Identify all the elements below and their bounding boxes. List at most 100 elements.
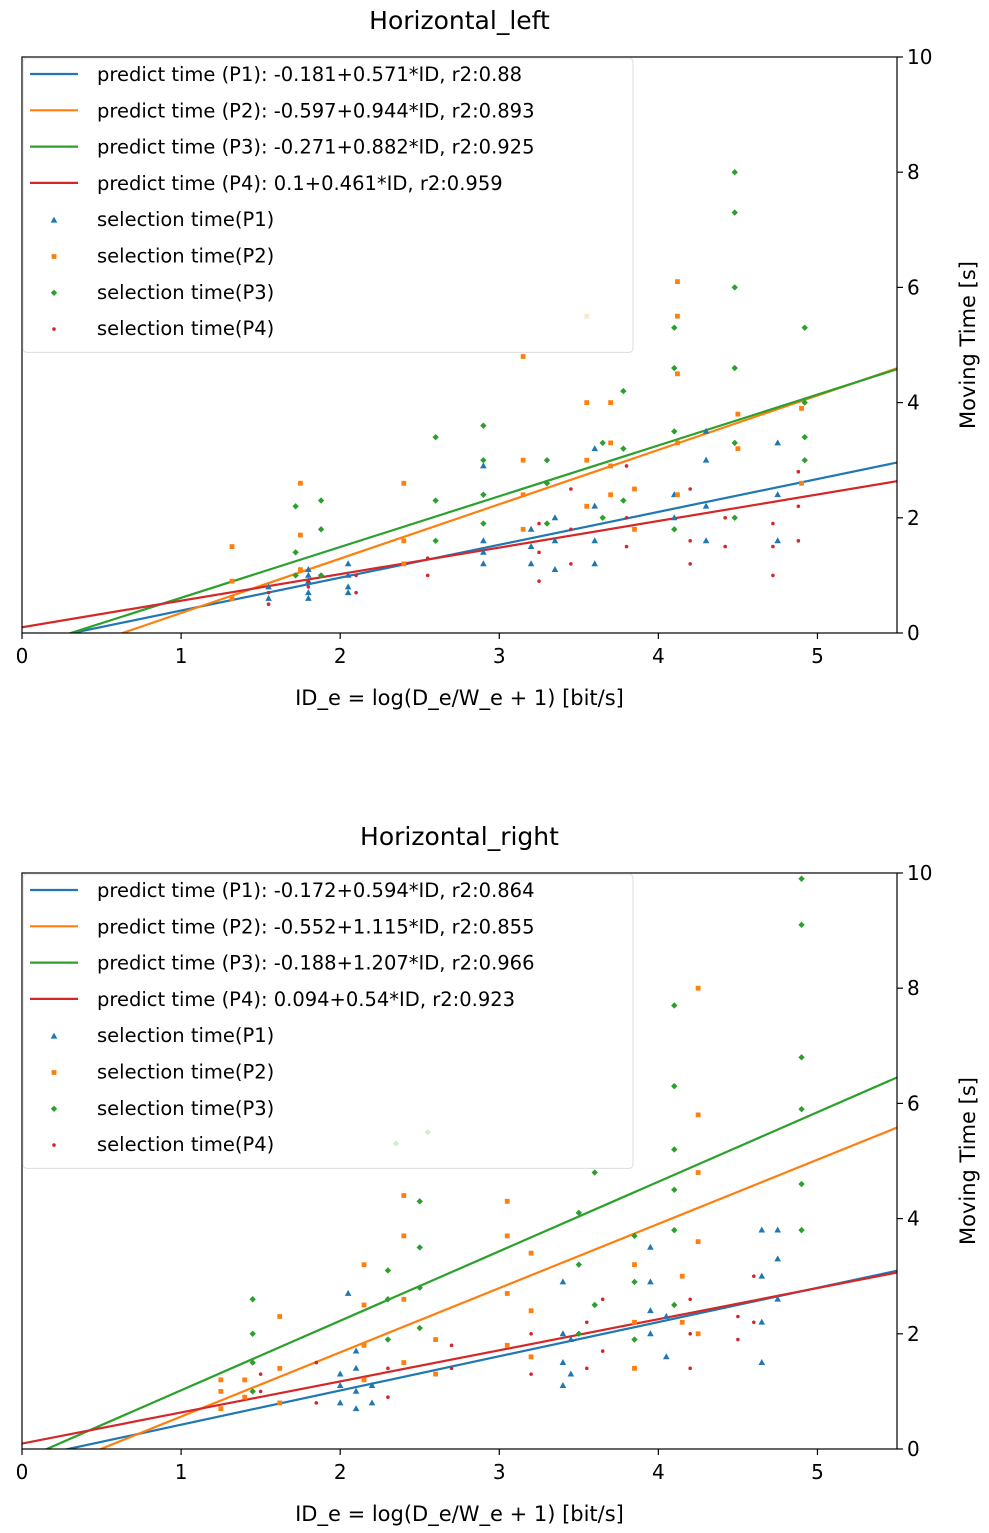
point [798,1180,805,1188]
x-tick-label: 2 [334,1460,347,1484]
point [624,544,629,549]
point [575,1209,583,1217]
point [528,1354,534,1360]
point [632,1319,637,1325]
point [647,1243,654,1250]
point [292,549,299,556]
fit-line [22,1271,897,1445]
point [801,399,808,406]
point [384,1296,392,1303]
point [401,1193,407,1198]
point [317,572,325,579]
legend-label: predict time (P3): -0.188+1.207*ID, r2:0… [97,952,534,975]
legend-label: predict time (P3): -0.271+0.882*ID, r2:0… [97,136,534,159]
point [591,537,599,544]
axes-frame [21,872,898,1450]
point [344,560,352,567]
point [591,1301,598,1309]
point [695,985,701,991]
point [218,1406,224,1412]
point [537,550,541,555]
y-tick-label: 0 [907,1437,920,1461]
point [801,324,808,331]
point [249,1330,256,1337]
point [504,1291,510,1296]
point [799,480,804,486]
point [50,289,58,296]
point [543,480,551,487]
legend-label: predict time (P4): 0.1+0.461*ID, r2:0.95… [97,172,503,195]
x-tick-label: 0 [16,644,29,668]
point [449,1343,454,1348]
point [336,1382,344,1389]
point [305,566,312,573]
point [735,446,741,452]
point [575,1261,583,1268]
point [344,571,352,578]
point [774,439,781,446]
legend-label: selection time(P2) [97,245,274,268]
point [758,1272,766,1279]
point [663,1312,670,1319]
point [401,538,407,544]
point [50,1032,58,1039]
point [386,1395,390,1399]
point [688,487,692,491]
point [647,1278,654,1285]
point [416,1244,423,1251]
point [632,526,637,532]
point [731,209,738,216]
point [798,1054,805,1061]
point [258,1389,263,1394]
point [608,400,614,405]
point [258,1372,263,1376]
point [671,1146,678,1153]
point [758,1226,766,1233]
point [480,462,487,469]
point [591,502,599,509]
point [569,562,573,566]
point [675,279,680,285]
point [731,284,738,291]
point [218,1389,224,1394]
point [361,1377,367,1383]
x-tick-label: 1 [175,644,188,668]
point [624,464,629,468]
point [559,1359,567,1365]
point [218,1377,224,1383]
point [306,585,311,589]
point [433,1337,439,1342]
point [608,463,614,469]
y-tick-label: 2 [907,506,920,530]
point [537,521,541,526]
point [752,1274,756,1278]
point [567,1370,575,1377]
point [796,539,801,543]
point [354,573,358,578]
point [529,1332,533,1336]
point [731,169,738,176]
point [384,1336,392,1343]
point [401,480,407,486]
point [401,561,407,567]
x-tick-label: 3 [493,644,506,668]
point [632,1365,637,1371]
x-tick-label: 5 [811,644,824,668]
point [266,590,271,595]
point [529,1372,533,1376]
point [527,543,535,549]
point [731,514,738,521]
point [528,1250,534,1256]
point [266,602,271,606]
point [624,516,629,520]
plot-area [22,875,897,1449]
point [620,445,627,452]
point [695,1170,701,1175]
point [679,1319,685,1325]
chart-title: Horizontal_right [360,822,559,851]
point [584,457,590,463]
legend: predict time (P1): -0.181+0.571*ID, r2:0… [22,57,634,353]
point [801,457,808,464]
point [361,1302,367,1308]
